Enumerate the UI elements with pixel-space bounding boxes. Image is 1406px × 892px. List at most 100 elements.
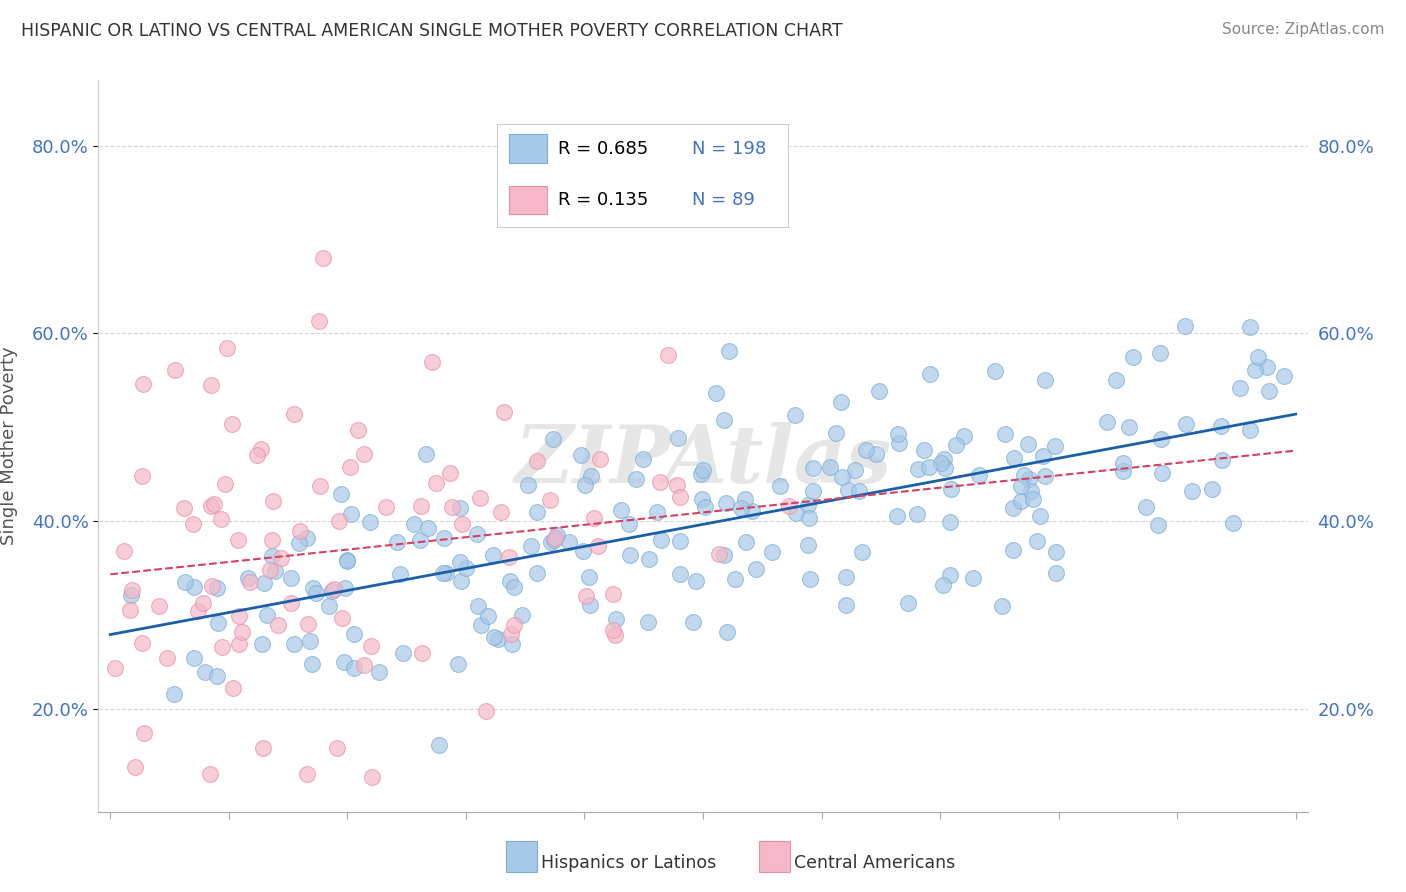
Point [200,767,222,781]
Point [666,431,689,445]
Point [183,580,205,594]
Point [250,637,273,651]
Point [249,442,271,457]
Point [308,314,330,328]
Point [1222,516,1244,530]
Point [498,549,520,564]
Point [1033,373,1056,387]
Point [887,427,910,442]
Point [222,681,245,695]
Point [263,565,285,579]
Point [735,534,758,549]
Point [713,548,735,562]
Point [360,771,382,785]
Text: Hispanics or Latinos: Hispanics or Latinos [541,855,717,872]
Point [290,524,312,539]
Point [939,482,962,496]
Point [526,454,548,468]
Point [931,456,953,470]
Point [1257,384,1279,399]
Point [1010,479,1032,493]
Point [420,355,443,369]
Point [1272,368,1295,383]
Point [353,447,375,461]
Point [769,479,792,493]
Point [221,417,243,431]
Point [104,661,127,675]
Point [454,561,477,575]
Point [209,512,232,526]
Point [330,611,353,625]
Point [692,463,714,477]
Point [121,583,143,598]
Point [298,634,321,648]
Point [626,472,648,486]
Point [501,637,523,651]
Point [163,687,186,701]
Point [156,650,179,665]
Point [682,615,704,629]
Point [120,588,142,602]
Point [991,599,1014,613]
Point [228,608,250,623]
Y-axis label: Single Mother Poverty: Single Mother Poverty [0,347,18,545]
Point [835,599,858,613]
Point [589,452,612,467]
Point [262,493,284,508]
Point [1149,346,1171,360]
Point [503,618,526,632]
Point [318,599,340,613]
Point [1018,472,1040,486]
Point [1256,360,1278,375]
Point [343,626,366,640]
Point [270,550,292,565]
Point [526,566,548,580]
Point [1045,545,1067,559]
Point [245,448,267,462]
Point [342,661,364,675]
Point [538,492,561,507]
Point [778,500,800,514]
Point [1045,566,1067,581]
Point [259,563,281,577]
Point [707,547,730,561]
Point [818,459,841,474]
Point [302,582,325,596]
Point [1112,464,1135,478]
Point [389,566,412,581]
Point [336,553,359,567]
Point [309,479,332,493]
Point [575,589,598,603]
Point [283,637,305,651]
Point [1175,417,1198,431]
Point [558,535,581,549]
Point [912,443,935,458]
Point [831,470,853,484]
Point [540,534,562,549]
Point [797,499,820,513]
Point [851,545,873,559]
Point [945,438,967,452]
Point [741,504,763,518]
Point [969,467,991,482]
Point [312,251,335,265]
Point [416,520,439,534]
Point [148,599,170,613]
Point [650,475,672,489]
Point [583,511,606,525]
Point [1019,483,1042,498]
Point [1174,318,1197,333]
Point [516,478,538,492]
Point [1209,419,1232,434]
Point [433,531,456,545]
Point [375,500,398,514]
Point [173,574,195,589]
Point [1135,500,1157,514]
Point [409,533,432,548]
Text: ZIPAtlas: ZIPAtlas [515,422,891,500]
Point [602,623,624,637]
Point [602,587,624,601]
Point [295,531,318,545]
Point [717,343,740,358]
Point [785,506,807,520]
